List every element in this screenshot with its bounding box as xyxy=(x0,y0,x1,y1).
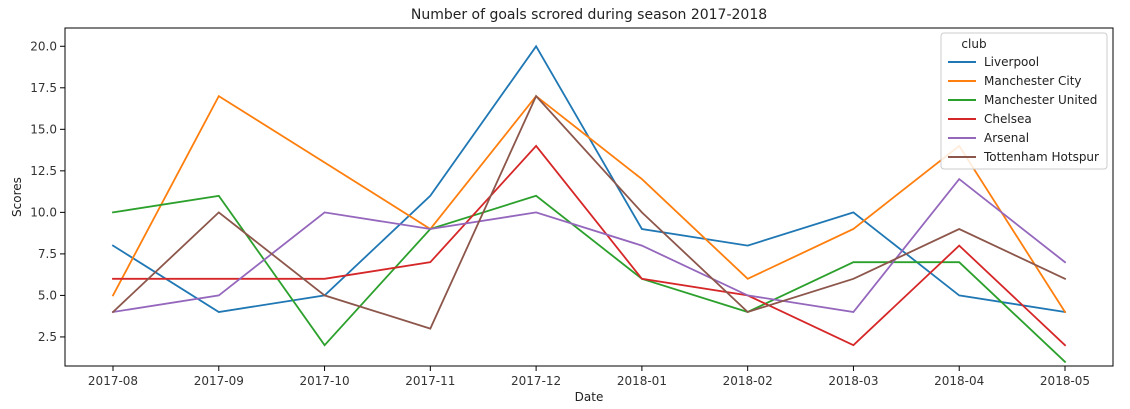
x-tick-label: 2017-11 xyxy=(405,374,455,388)
x-tick-label: 2018-04 xyxy=(934,374,984,388)
legend-title: club xyxy=(961,37,986,51)
plot-area-frame xyxy=(64,27,1114,367)
legend-entry-label: Tottenham Hotspur xyxy=(983,150,1099,164)
legend-entry-label: Chelsea xyxy=(984,112,1032,126)
y-tick-label: 12.5 xyxy=(30,164,57,178)
legend-items: Liverpool Manchester City Manchester Unite… xyxy=(948,55,1099,164)
y-axis-label: Scores xyxy=(10,177,24,217)
x-tick-label: 2017-09 xyxy=(194,374,244,388)
legend-entry-label: Liverpool xyxy=(984,55,1039,69)
x-tick-label: 2018-05 xyxy=(1040,374,1090,388)
legend-entry-label: Manchester United xyxy=(984,93,1097,107)
chart-title: Number of goals scrored during season 20… xyxy=(411,7,767,23)
y-tick-label: 10.0 xyxy=(30,205,57,219)
y-tick-label: 20.0 xyxy=(30,39,57,53)
y-tick-label: 5.0 xyxy=(38,288,57,302)
x-tick-label: 2018-02 xyxy=(723,374,773,388)
legend-box xyxy=(940,32,1108,170)
y-tick-label: 2.5 xyxy=(38,330,57,344)
x-axis: 2017-08 2017-09 2017-10 2017-11 2017-12 2018-… xyxy=(88,366,1090,388)
legend-entry-label: Manchester City xyxy=(984,74,1082,88)
legend: club Liverpool Manchester City Manchester … xyxy=(940,32,1108,170)
series-line-tottenham-hotspur xyxy=(111,94,1067,330)
series-lines xyxy=(111,44,1067,364)
y-tick-label: 17.5 xyxy=(30,81,57,95)
series-line-chelsea xyxy=(112,144,1067,347)
x-tick-label: 2017-12 xyxy=(511,374,561,388)
y-tick-label: 15.0 xyxy=(30,122,57,136)
x-tick-label: 2018-01 xyxy=(617,374,667,388)
x-axis-label: Date xyxy=(575,390,604,404)
x-tick-label: 2018-03 xyxy=(828,374,878,388)
series-line-liverpool xyxy=(111,44,1067,314)
y-axis: 2.5 5.0 7.5 10.0 12.5 15.0 17.5 20.0 xyxy=(30,39,65,344)
x-tick-label: 2017-08 xyxy=(88,374,138,388)
x-tick-label: 2017-10 xyxy=(299,374,349,388)
series-line-manchester-city xyxy=(111,94,1067,314)
y-tick-label: 7.5 xyxy=(38,247,57,261)
series-line-manchester-united xyxy=(111,194,1067,364)
legend-entry-label: Arsenal xyxy=(984,131,1029,145)
